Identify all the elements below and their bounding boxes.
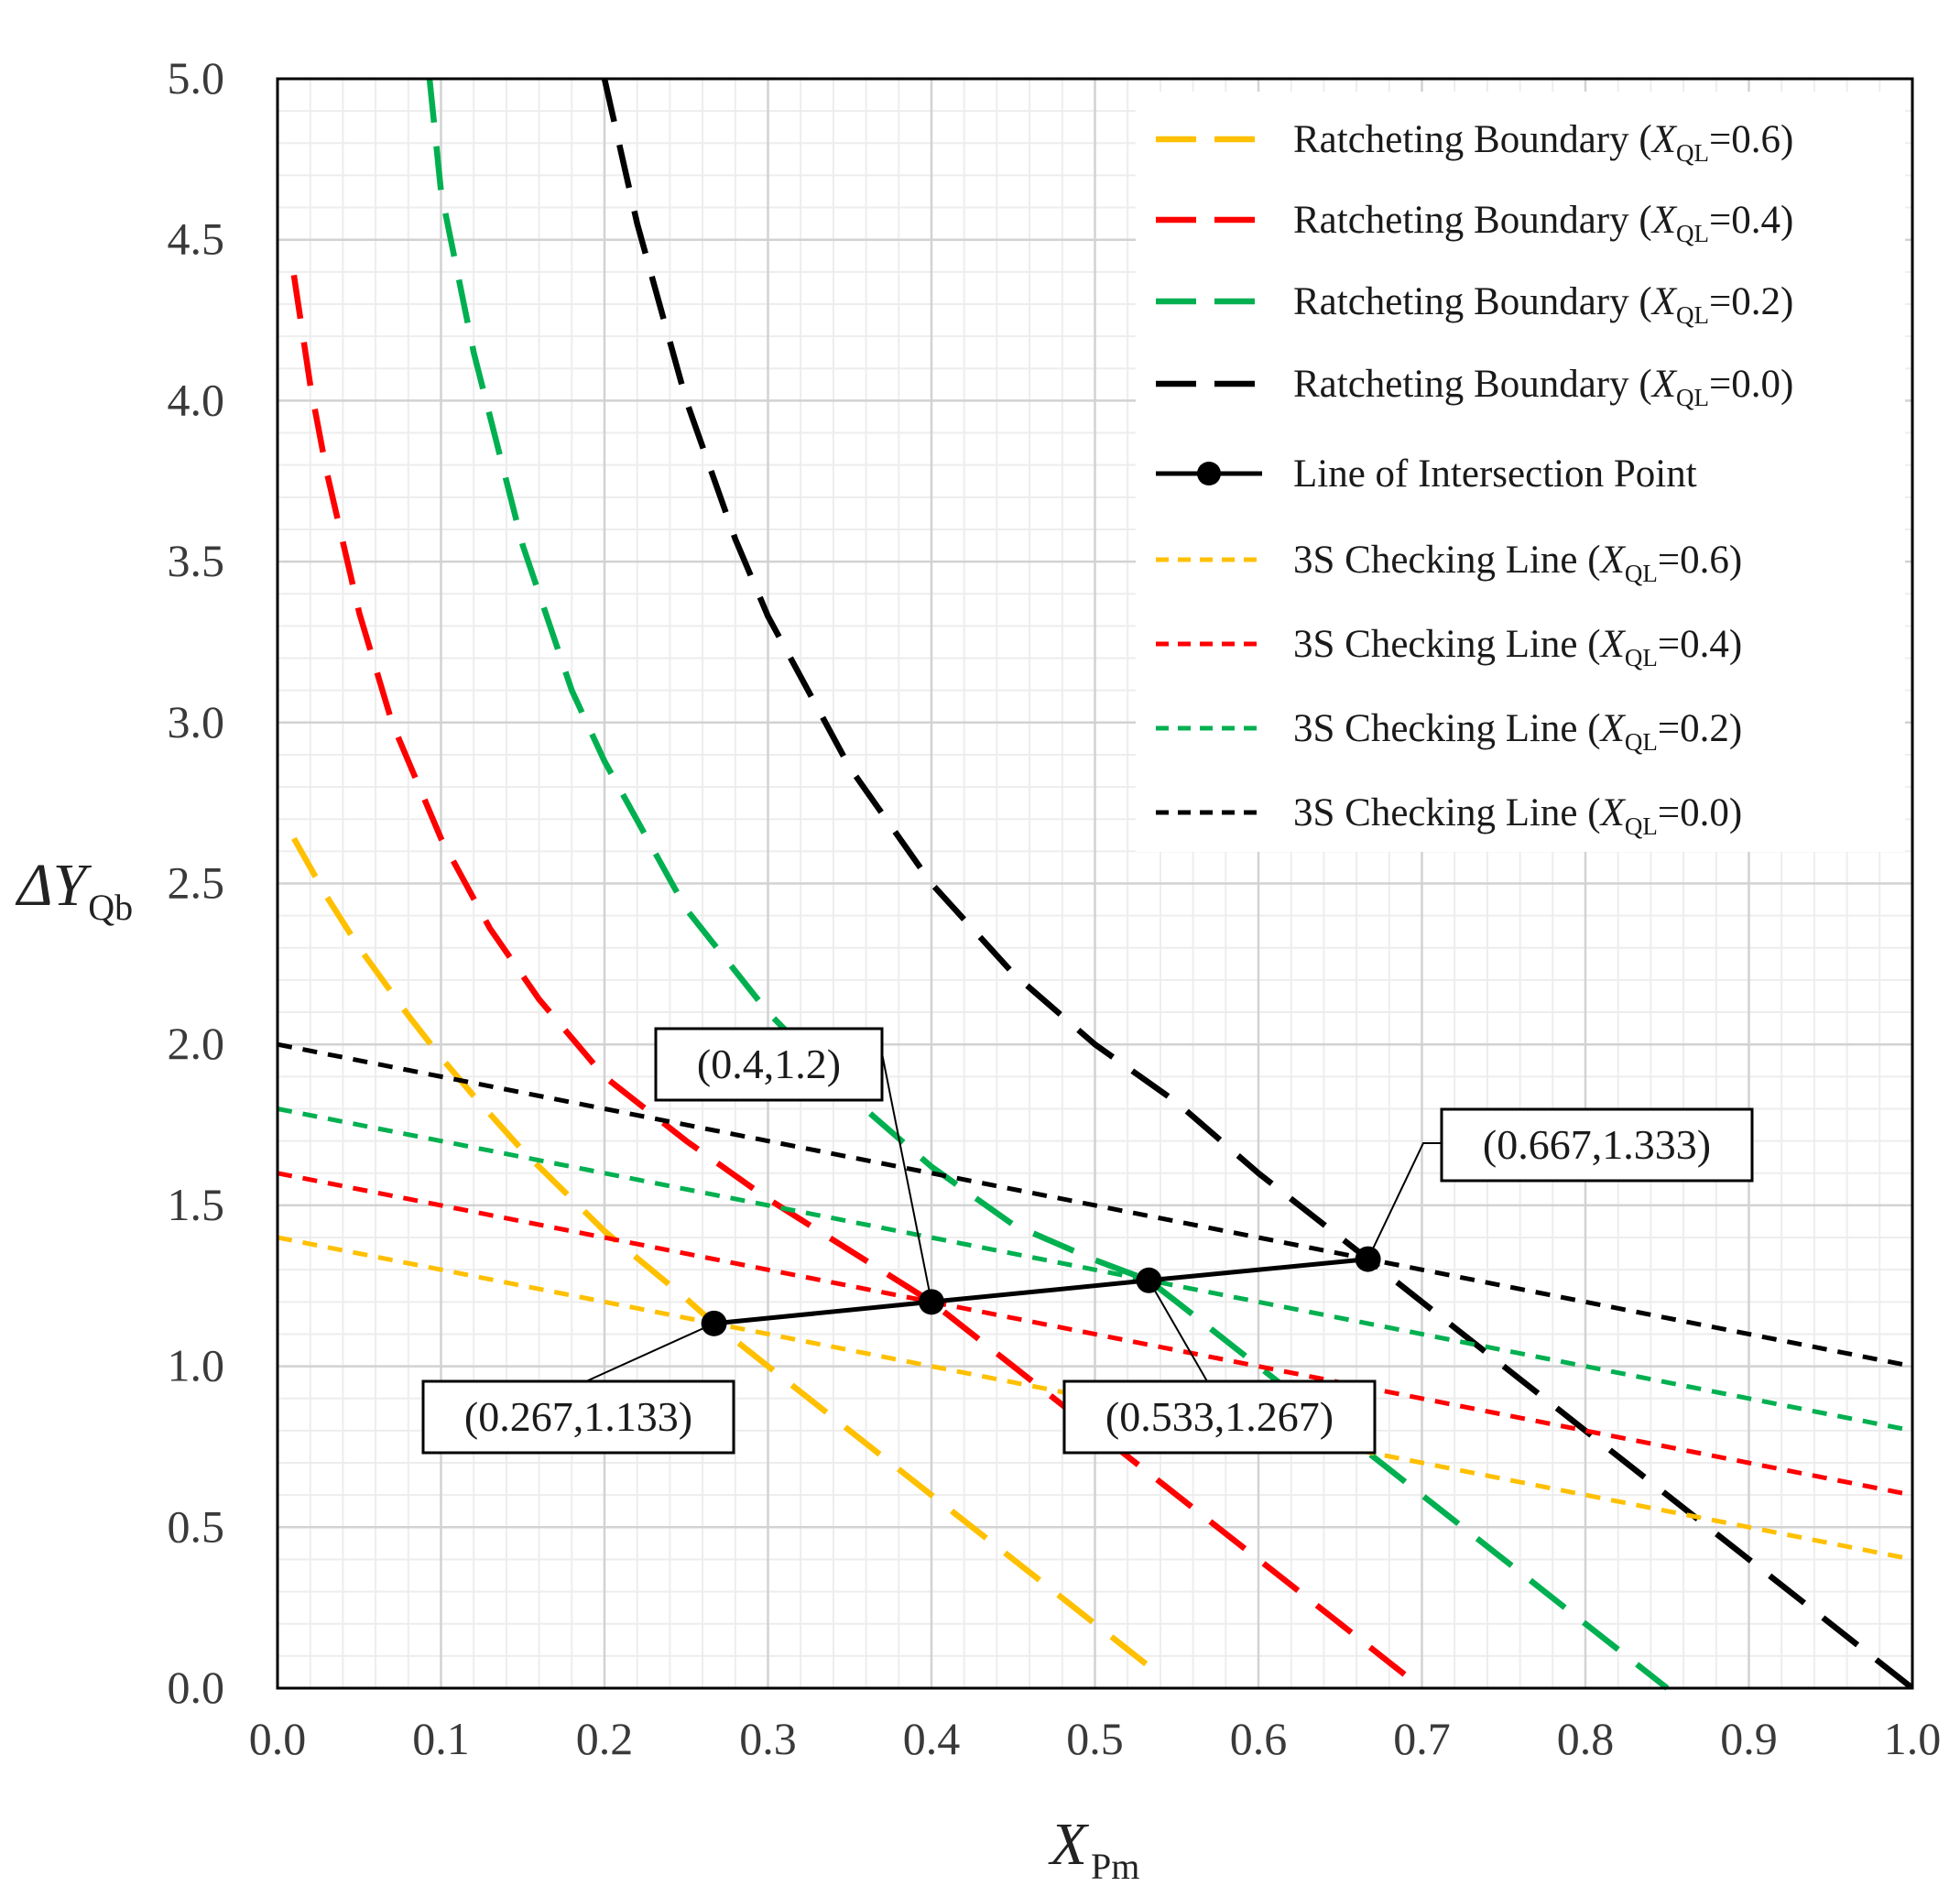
legend-label-var: X [1599,791,1627,834]
y-tick-label: 1.5 [168,1179,225,1230]
annotation-leader-line [1367,1142,1442,1260]
annotations: (0.267,1.133) (0.4,1.2) (0.533,1.267) (0.66… [421,1027,1754,1455]
legend-label-sub: QL [1676,220,1709,247]
legend-label-sub: QL [1625,644,1658,671]
series-line-ratcheting-boundary-xql-0-4 [290,274,1424,1691]
annotation-box [421,1379,735,1455]
legend-label: 3S Checking Line (XQL=0.4) [1293,623,1742,671]
legend-label-main: 3S Checking Line ( [1293,623,1601,666]
series-line-line-of-intersection-point [713,1257,1368,1326]
legend-label-tail: =0.6) [1709,118,1793,161]
legend-marker [1197,462,1221,485]
x-tick-label: 0.5 [1066,1713,1124,1764]
y-tick-label: 0.5 [168,1500,225,1552]
legend-label-main: Ratcheting Boundary ( [1293,199,1652,242]
legend-label-tail: =0.0) [1658,791,1742,834]
legend-label-var: X [1650,199,1678,242]
annotation-box [654,1027,884,1102]
plot-frame [276,77,1914,1690]
legend-label-main: 3S Checking Line ( [1293,707,1601,750]
legend-label-main: 3S Checking Line ( [1293,539,1601,582]
x-tick-label: 0.7 [1393,1713,1451,1764]
legend-label-tail: =0.4) [1658,623,1742,666]
annotation-box [1062,1379,1377,1455]
legend-label-var: X [1599,707,1627,750]
series-line-3s-checking-line-xql-0-4 [277,1171,1913,1498]
x-tick-label: 0.8 [1557,1713,1615,1764]
x-tick-label: 0.2 [576,1713,634,1764]
annotation-label: (0.267,1.133) [464,1393,692,1440]
legend-label-var: X [1650,280,1678,323]
annotation-label: (0.4,1.2) [697,1041,841,1087]
annotation-label: (0.533,1.267) [1105,1393,1334,1440]
x-axis-title-main: X [1048,1811,1090,1878]
legend-label-sub: QL [1676,139,1709,167]
legend: Ratcheting Boundary (XQL=0.6)Ratcheting … [1136,92,1905,852]
annotation-label: (0.667,1.333) [1483,1121,1711,1168]
x-axis-title-sub: Pm [1091,1846,1139,1887]
legend-label: Ratcheting Boundary (XQL=0.6) [1293,118,1793,167]
legend-label-main: Line of Intersection Point [1293,452,1697,496]
y-axis-title-main: ΔY [15,852,93,919]
y-tick-label: 0.0 [168,1662,225,1713]
legend-label-main: Ratcheting Boundary ( [1293,280,1652,323]
x-tick-label: 0.9 [1720,1713,1778,1764]
legend-label: Ratcheting Boundary (XQL=0.2) [1293,280,1793,329]
legend-label-sub: QL [1625,812,1658,840]
series-line-ratcheting-boundary-xql-0-2 [426,78,1670,1691]
y-tick-label: 5.0 [168,52,225,104]
y-tick-label: 4.5 [168,213,225,265]
x-tick-label: 0.3 [739,1713,797,1764]
legend-label-tail: =0.2) [1658,707,1742,750]
legend-label-var: X [1650,118,1678,161]
series-line-3s-checking-line-xql-0-2 [277,1107,1913,1434]
legend-label-sub: QL [1676,301,1709,329]
y-tick-label: 4.0 [168,374,225,425]
legend-label-var: X [1650,363,1678,406]
legend-label-tail: =0.4) [1709,199,1793,242]
legend-label-sub: QL [1625,560,1658,587]
legend-label-var: X [1599,623,1627,666]
legend-label-tail: =0.0) [1709,363,1793,406]
legend-label: 3S Checking Line (XQL=0.6) [1293,539,1742,587]
legend-label-tail: =0.2) [1709,280,1793,323]
series-line-3s-checking-line-xql-0-0 [277,1041,1913,1369]
y-axis-title-sub: Qb [88,887,133,928]
x-tick-label: 0.6 [1230,1713,1288,1764]
legend-label-tail: =0.6) [1658,539,1742,582]
y-tick-label: 2.0 [168,1018,225,1069]
y-axis-title: ΔYQb [15,852,133,928]
y-tick-label: 1.0 [168,1340,225,1391]
x-tick-label: 1.0 [1884,1713,1942,1764]
x-tick-label: 0.4 [903,1713,961,1764]
series-layer [277,78,1915,1691]
legend-label: 3S Checking Line (XQL=0.2) [1293,707,1742,756]
annotation-box [1440,1107,1754,1183]
x-tick-label: 0.1 [412,1713,470,1764]
legend-label-sub: QL [1676,384,1709,411]
x-tick-labels: 0.0 0.1 0.2 0.3 0.4 0.5 0.6 0.7 0.8 0.9 1.0 [249,1713,1942,1764]
legend-label-main: Ratcheting Boundary ( [1293,363,1652,406]
series-line-ratcheting-boundary-xql-0-6 [291,836,1162,1678]
y-tick-label: 2.5 [168,857,225,909]
legend-label: Ratcheting Boundary (XQL=0.0) [1293,363,1793,411]
x-tick-label: 0.0 [249,1713,307,1764]
legend-label-main: 3S Checking Line ( [1293,791,1601,834]
annotation-leader-line [1148,1280,1208,1382]
legend-label: Ratcheting Boundary (XQL=0.4) [1293,199,1793,247]
legend-label: Line of Intersection Point [1293,452,1697,496]
annotation-leader-line [585,1322,715,1382]
legend-label: 3S Checking Line (XQL=0.0) [1293,791,1742,840]
x-axis-title: X Pm [1048,1811,1140,1887]
y-tick-labels: 0.0 0.5 1.0 1.5 2.0 2.5 3.0 3.5 4.0 4.5 5.0 [168,52,225,1713]
y-tick-label: 3.0 [168,696,225,747]
legend-label-main: Ratcheting Boundary ( [1293,118,1652,161]
legend-label-sub: QL [1625,728,1658,756]
series-line-ratcheting-boundary-xql-0-0 [601,78,1915,1691]
y-tick-label: 3.5 [168,535,225,586]
legend-label-var: X [1599,539,1627,582]
axis-titles: X Pm ΔYQb [15,852,1140,1887]
legend-background [1136,92,1905,852]
